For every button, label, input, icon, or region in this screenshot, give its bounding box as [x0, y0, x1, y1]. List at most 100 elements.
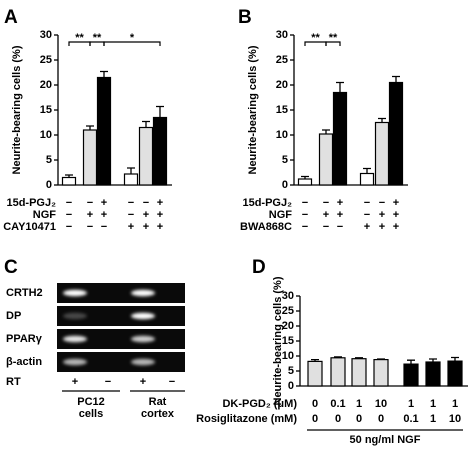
gel-row-label: CRTH2: [6, 287, 43, 299]
treatment-mark: −: [364, 209, 370, 221]
treatment-mark: −: [143, 197, 149, 209]
y-tick-label: 15: [282, 335, 294, 347]
group-label: Rat: [149, 396, 167, 408]
significance-label: **: [75, 32, 84, 44]
gel-band: [63, 335, 87, 343]
treatment-mark: +: [323, 209, 329, 221]
treatment-mark: 1: [430, 398, 436, 410]
treatment-mark: +: [337, 197, 343, 209]
treatment-mark: +: [379, 221, 385, 233]
bar: [330, 357, 346, 387]
bar: [332, 91, 348, 186]
gel-band: [63, 358, 87, 366]
gel-row-label: β-actin: [6, 356, 42, 368]
gel-band: [131, 358, 155, 366]
treatment-mark: −: [101, 221, 107, 233]
treatment-mark: +: [157, 209, 163, 221]
rt-label: RT: [6, 376, 21, 388]
error-bar: [142, 120, 150, 128]
treatment-mark: −: [337, 221, 343, 233]
error-bar: [334, 356, 342, 358]
significance-label: *: [130, 32, 135, 44]
bar: [425, 361, 441, 387]
y-axis-title: Neurite-bearing cells (%): [247, 45, 259, 174]
treatment-mark: −: [128, 209, 134, 221]
treatment-mark: −: [302, 221, 308, 233]
error-bar: [301, 175, 309, 179]
error-bar: [377, 358, 385, 360]
treatment-mark: 0.1: [330, 398, 345, 410]
y-tick-label: 20: [40, 79, 52, 91]
rt-mark: −: [169, 376, 175, 388]
treatment-mark: 1: [452, 398, 458, 410]
error-bar: [336, 81, 344, 93]
treatment-mark: +: [143, 221, 149, 233]
treatment-mark: +: [87, 209, 93, 221]
group-label: cortex: [141, 408, 175, 420]
treatment-mark: +: [128, 221, 134, 233]
treatment-name: Rosiglitazone (mM): [196, 413, 297, 425]
y-axis-title: Neurite-bearing cells (%): [11, 45, 23, 174]
bar: [82, 129, 98, 186]
treatment-mark: +: [393, 221, 399, 233]
treatment-mark: −: [66, 209, 72, 221]
bar: [61, 176, 77, 186]
treatment-mark: −: [66, 197, 72, 209]
y-tick-label: 0: [288, 380, 294, 392]
error-bar: [355, 357, 363, 359]
y-tick-label: 30: [282, 290, 294, 302]
y-axis-title: Neurite-bearing cells (%): [272, 276, 284, 405]
treatment-mark: 0: [335, 413, 341, 425]
group-label: PC12: [77, 396, 105, 408]
treatment-mark: +: [143, 209, 149, 221]
significance-label: **: [329, 32, 338, 44]
treatment-mark: −: [302, 209, 308, 221]
treatment-mark: 0: [356, 413, 362, 425]
treatment-mark: 0: [312, 398, 318, 410]
y-tick-label: 5: [46, 154, 52, 166]
treatment-mark: −: [302, 197, 308, 209]
treatment-mark: 1: [356, 398, 362, 410]
treatment-mark: 1: [430, 413, 436, 425]
y-tick-label: 5: [282, 154, 288, 166]
bar: [351, 358, 367, 387]
bar: [373, 359, 389, 387]
y-tick-label: 25: [282, 305, 294, 317]
treatment-mark: −: [323, 197, 329, 209]
treatment-mark: −: [323, 221, 329, 233]
treatment-mark: −: [379, 197, 385, 209]
error-bar: [127, 167, 135, 174]
error-bar: [407, 359, 415, 365]
error-bar: [322, 129, 330, 134]
treatment-mark: −: [128, 197, 134, 209]
treatment-name: NGF: [33, 209, 57, 221]
treatment-name: DK-PGD₂ (μM): [222, 398, 297, 410]
treatment-name: 15d-PGJ₂: [242, 197, 292, 209]
y-tick-label: 10: [282, 350, 294, 362]
bar: [359, 172, 375, 186]
y-tick-label: 10: [40, 129, 52, 141]
y-tick-label: 5: [288, 365, 294, 377]
rt-mark: +: [72, 376, 78, 388]
error-bar: [363, 167, 371, 174]
bar: [307, 360, 323, 387]
error-bar: [378, 117, 386, 123]
treatment-mark: 10: [375, 398, 387, 410]
rt-mark: −: [105, 376, 111, 388]
treatment-mark: +: [379, 209, 385, 221]
bar: [152, 116, 168, 186]
treatment-mark: −: [66, 221, 72, 233]
bar: [96, 76, 112, 186]
significance-label: **: [311, 32, 320, 44]
significance-label: **: [93, 32, 102, 44]
panel-label: B: [238, 7, 252, 28]
footer-label: 50 ng/ml NGF: [350, 434, 421, 446]
treatment-mark: −: [364, 197, 370, 209]
y-tick-label: 10: [276, 129, 288, 141]
treatment-mark: 0: [312, 413, 318, 425]
treatment-mark: −: [87, 221, 93, 233]
bar: [374, 121, 390, 186]
panel-label: A: [4, 7, 18, 28]
treatment-name: CAY10471: [3, 221, 56, 233]
error-bar: [311, 358, 319, 362]
